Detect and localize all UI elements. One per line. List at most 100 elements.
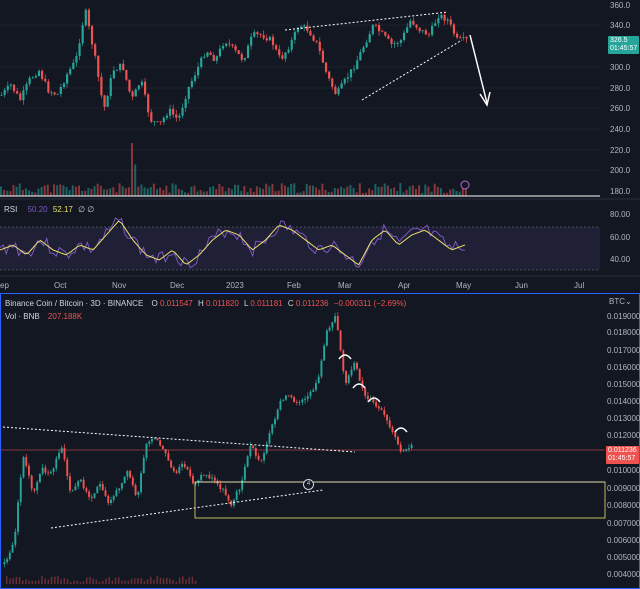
volume-bar (149, 187, 152, 196)
candle-body (34, 76, 37, 78)
volume-bar (89, 576, 91, 584)
volume-bar (31, 580, 34, 584)
range-marker-badge[interactable]: 4 (303, 479, 314, 490)
volume-bar (98, 581, 101, 584)
symbol-legend[interactable]: Binance Coin / Bitcoin · 3D · BINANCE O … (5, 299, 406, 308)
triangle-upper-line (2, 426, 356, 453)
candle-body (415, 24, 418, 28)
candle-body (164, 449, 167, 454)
candle-body (125, 70, 128, 80)
volume-bar (159, 577, 162, 584)
candle-body (306, 396, 309, 399)
volume-bar (86, 577, 88, 584)
candle-body (96, 486, 99, 494)
candle-body (431, 25, 434, 35)
volume-bar (165, 185, 168, 196)
volume-bar (280, 183, 283, 196)
bottom-price-tick: 0.019000 (607, 312, 640, 321)
candle-body (350, 369, 353, 376)
candle-body (119, 63, 122, 70)
volume-bar (377, 186, 380, 196)
candle-body (175, 471, 178, 473)
volume-bar (180, 189, 183, 196)
candle-body (118, 488, 121, 491)
ohlc-o-label: O (151, 299, 158, 308)
bnb-btc-chart[interactable] (1, 294, 639, 588)
candle-body (58, 452, 60, 459)
volume-bar (109, 188, 112, 196)
candle-body (14, 531, 17, 545)
candle-body (168, 108, 172, 116)
volume-bar (34, 192, 37, 196)
candle-body (41, 467, 44, 474)
candle-body (186, 467, 189, 470)
volume-legend[interactable]: Vol · BNB 207.188K (5, 312, 82, 321)
volume-bar (37, 188, 40, 196)
candle-body (170, 460, 173, 468)
candle-body (365, 42, 368, 48)
candle-body (328, 327, 331, 331)
volume-bar (146, 188, 149, 196)
bottom-price-tick: 0.016000 (607, 363, 640, 372)
candle-body (62, 83, 66, 87)
candle-body (211, 477, 214, 479)
candle-body (366, 395, 369, 400)
volume-bar (237, 184, 240, 196)
candle-body (249, 445, 252, 457)
candle-body (224, 488, 227, 496)
wedge-lower-line (361, 39, 463, 101)
candle-body (153, 438, 156, 440)
volume-bar (66, 579, 69, 584)
candle-body (421, 30, 424, 32)
volume-label: Vol · BNB (5, 312, 40, 321)
rsi-legend[interactable]: RSI 50.20 52.17 ∅ ∅ (4, 205, 94, 214)
candle-body (295, 402, 298, 403)
candle-body (222, 488, 224, 490)
candle-body (194, 483, 197, 484)
volume-bar (336, 188, 339, 196)
volume-bar (57, 576, 59, 584)
volume-bar (106, 189, 109, 196)
candle-body (3, 562, 6, 564)
ohlc-h-label: H (198, 299, 204, 308)
volume-bar (76, 580, 78, 584)
candle-body (22, 457, 25, 478)
candle-body (279, 400, 282, 410)
volume-bar (41, 576, 43, 584)
candle-body (455, 33, 459, 38)
currency-dropdown-icon[interactable]: ⌄ (625, 297, 632, 306)
bottom-price-tick: 0.007000 (607, 519, 640, 528)
candle-body (137, 85, 140, 90)
time-tick: Feb (287, 281, 301, 290)
volume-bar (121, 186, 124, 196)
candle-body (227, 495, 230, 501)
volume-bar (6, 576, 8, 584)
candle-body (218, 48, 222, 57)
ohlc-c-label: C (287, 299, 294, 308)
volume-bar (321, 183, 324, 196)
volume-bar (168, 192, 171, 196)
volume-bar (443, 192, 446, 196)
volume-bar (255, 186, 258, 196)
candle-body (334, 316, 337, 323)
volume-bar (156, 576, 158, 584)
projection-arrow (469, 34, 488, 104)
bnb-usd-chart[interactable] (0, 0, 640, 293)
candle-body (293, 31, 296, 40)
bnb-usd-chart-pane[interactable]: 360.0 340.0 300.0 280.0 260.0 240.0 220.… (0, 0, 640, 293)
volume-bar (171, 183, 174, 196)
candle-body (231, 44, 234, 46)
volume-bar (118, 577, 120, 584)
time-tick: Jun (515, 281, 528, 290)
candle-body (190, 80, 193, 87)
volume-bar (340, 186, 343, 196)
bnb-btc-chart-pane[interactable]: Binance Coin / Bitcoin · 3D · BINANCE O … (0, 293, 640, 589)
candle-body (178, 115, 181, 118)
candle-body (193, 75, 197, 81)
volume-bar (140, 184, 143, 196)
candle-body (284, 395, 287, 400)
volume-bar (105, 578, 107, 584)
candle-body (362, 47, 365, 53)
volume-bar (143, 187, 146, 196)
candle-body (77, 481, 80, 487)
